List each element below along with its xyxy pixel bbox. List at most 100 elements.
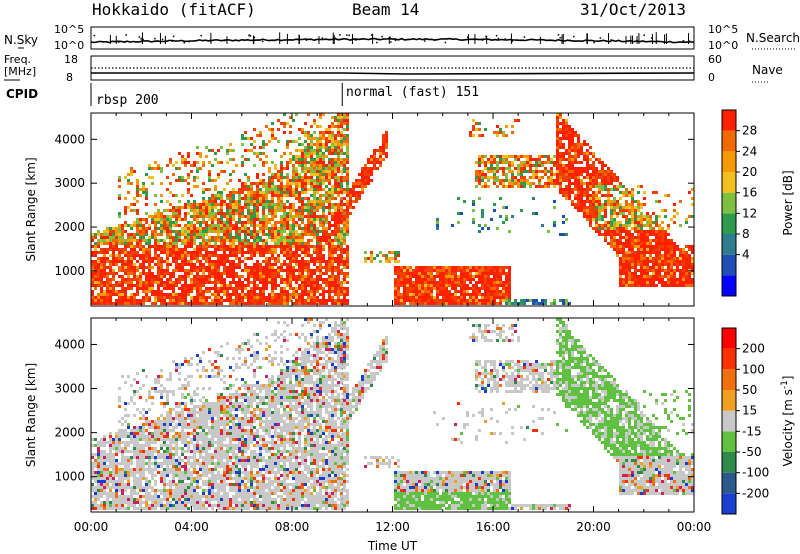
power-cell [601, 179, 604, 182]
power-cell [574, 131, 577, 134]
power-cell [601, 173, 604, 176]
power-cell [136, 200, 139, 203]
power-cell [229, 242, 232, 245]
power-cell [499, 278, 502, 281]
power-cell [223, 260, 226, 263]
power-cell [652, 278, 655, 281]
power-cell [256, 269, 259, 272]
power-cell [514, 119, 517, 122]
power-cell [154, 227, 157, 230]
power-cell [346, 122, 349, 125]
power-cell [664, 239, 667, 242]
power-cell [313, 173, 316, 176]
power-cell [214, 293, 217, 296]
power-cell [478, 158, 481, 161]
power-cell [271, 296, 274, 299]
power-cell [415, 272, 418, 275]
power-cell [97, 278, 100, 281]
power-cell [235, 248, 238, 251]
power-cell [580, 167, 583, 170]
power-cell [343, 158, 346, 161]
power-cell [106, 257, 109, 260]
power-cell [613, 206, 616, 209]
power-cell [160, 263, 163, 266]
power-cell [298, 155, 301, 158]
power-cell [496, 170, 499, 173]
power-cell [343, 266, 346, 269]
power-cell [457, 296, 460, 299]
power-cell [526, 161, 529, 164]
power-cell [328, 125, 331, 128]
power-cell [343, 272, 346, 275]
power-cell [238, 188, 241, 191]
power-cell [331, 161, 334, 164]
power-cell [133, 254, 136, 257]
power-cell [616, 224, 619, 227]
power-cell [295, 194, 298, 197]
power-cell [313, 206, 316, 209]
power-cell [331, 269, 334, 272]
power-cell [298, 263, 301, 266]
power-cell [136, 254, 139, 257]
power-cell [181, 242, 184, 245]
power-cell [334, 188, 337, 191]
power-cell [403, 269, 406, 272]
power-cell [271, 182, 274, 185]
power-cell [316, 185, 319, 188]
nsky-panel-frame [90, 26, 695, 50]
power-cell [649, 218, 652, 221]
power-cell [466, 284, 469, 287]
power-cell [196, 272, 199, 275]
power-cell [304, 269, 307, 272]
power-cell [166, 242, 169, 245]
power-cell [127, 260, 130, 263]
power-cell [589, 221, 592, 224]
power-cell [130, 266, 133, 269]
power-cell [199, 152, 202, 155]
power-cell [277, 191, 280, 194]
power-cell [277, 236, 280, 239]
power-cell [250, 197, 253, 200]
power-cell [655, 221, 658, 224]
power-cell [382, 158, 385, 161]
power-cell [331, 212, 334, 215]
power-cell [658, 242, 661, 245]
power-cell [571, 173, 574, 176]
power-cell [310, 173, 313, 176]
power-cell [652, 230, 655, 233]
power-cell [121, 275, 124, 278]
power-cell [253, 194, 256, 197]
power-cell [316, 149, 319, 152]
power-cell [583, 200, 586, 203]
power-cell [157, 290, 160, 293]
power-cell [202, 302, 205, 305]
power-cell [502, 284, 505, 287]
power-cell [637, 239, 640, 242]
power-cell [163, 227, 166, 230]
power-cell [142, 236, 145, 239]
power-cell [193, 161, 196, 164]
power-cell [646, 224, 649, 227]
power-cell [454, 278, 457, 281]
power-cell [322, 176, 325, 179]
power-cell [478, 170, 481, 173]
power-cell [559, 182, 562, 185]
power-cell [187, 152, 190, 155]
power-cell [472, 119, 475, 122]
power-cell [571, 176, 574, 179]
power-cell [325, 242, 328, 245]
power-cell [607, 194, 610, 197]
power-cell [334, 137, 337, 140]
power-cell [340, 233, 343, 236]
power-cell [226, 224, 229, 227]
power-cell [139, 194, 142, 197]
power-cell [334, 293, 337, 296]
power-cell [556, 134, 559, 137]
power-cell [139, 224, 142, 227]
power-cell [145, 281, 148, 284]
power-cell [103, 284, 106, 287]
power-cell [232, 203, 235, 206]
power-cell [247, 245, 250, 248]
power-cell [160, 224, 163, 227]
power-cell [637, 200, 640, 203]
